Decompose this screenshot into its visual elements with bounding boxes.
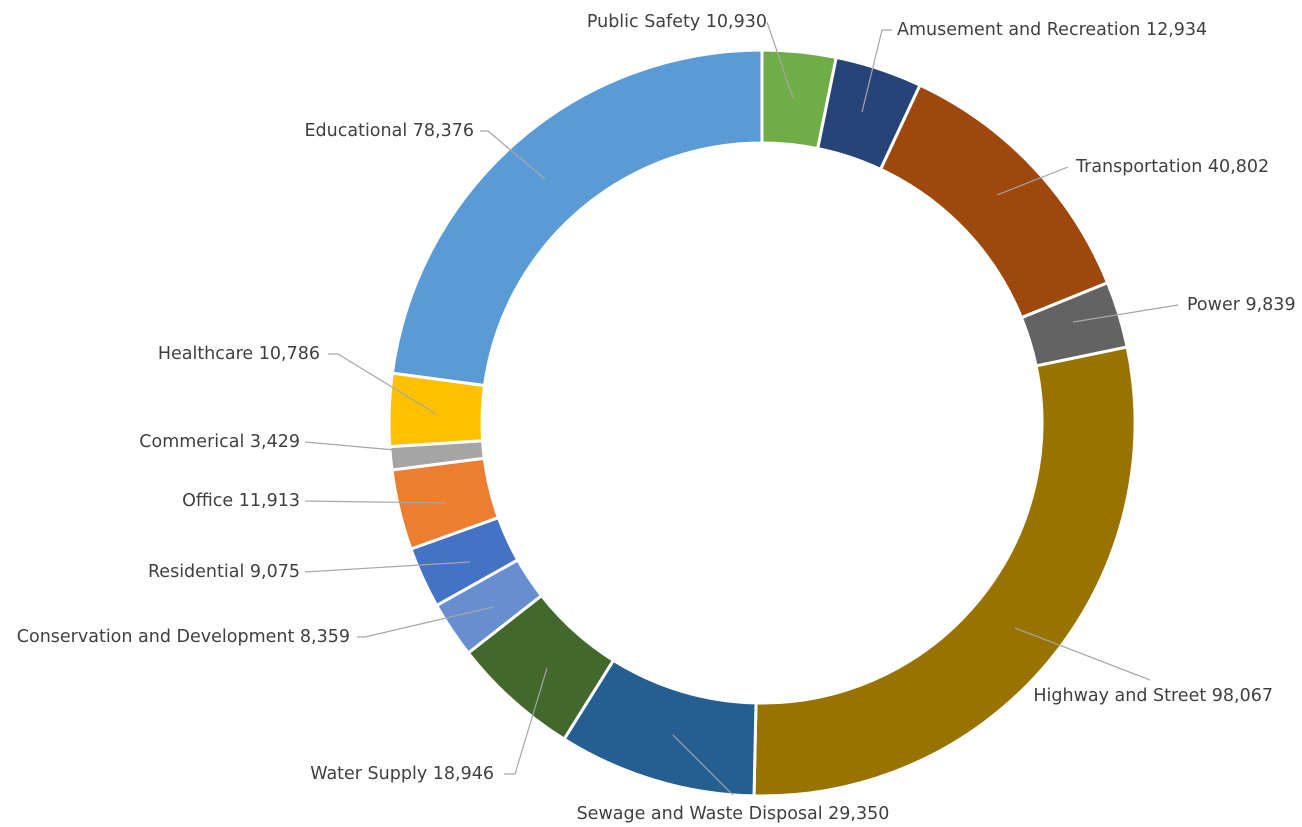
leader-line-healthcare (328, 353, 437, 415)
data-label-water-supply: Water Supply 18,946 (310, 764, 494, 784)
leader-line-commerical (304, 441, 441, 455)
data-label-commerical: Commerical 3,429 (139, 432, 300, 452)
leader-line-sewage-and-waste-disposal (672, 734, 734, 796)
leader-line-educational (480, 130, 546, 180)
leader-line-conservation-and-development (357, 606, 494, 638)
leader-line-power (1072, 304, 1179, 323)
slice-highway-and-street[interactable] (752, 345, 1137, 798)
data-label-office: Office 11,913 (182, 491, 300, 511)
leader-line-office (304, 500, 447, 504)
data-labels: Public Safety 10,930 Amusement and Recrea… (17, 12, 1296, 824)
data-label-residential: Residential 9,075 (148, 562, 300, 582)
leader-line-public-safety (766, 21, 794, 99)
leader-line-residential (304, 561, 471, 573)
donut-slices (387, 48, 1137, 798)
data-label-conservation-and-development: Conservation and Development 8,359 (17, 627, 350, 647)
data-label-highway-and-street: Highway and Street 98,067 (1033, 686, 1273, 706)
data-label-power: Power 9,839 (1187, 295, 1296, 315)
slice-transportation[interactable] (878, 83, 1110, 320)
leader-line-transportation (996, 166, 1069, 196)
data-label-healthcare: Healthcare 10,786 (158, 344, 320, 364)
data-label-amusement-and-recreation: Amusement and Recreation 12,934 (897, 20, 1207, 40)
leader-lines (304, 21, 1179, 796)
data-label-sewage-and-waste-disposal: Sewage and Waste Disposal 29,350 (577, 804, 890, 824)
leader-line-highway-and-street (1014, 627, 1151, 681)
slice-educational[interactable] (390, 48, 764, 388)
leader-line-amusement-and-recreation (861, 29, 892, 113)
leader-line-water-supply (504, 667, 548, 775)
data-label-educational: Educational 78,376 (304, 121, 474, 141)
data-label-public-safety: Public Safety 10,930 (587, 12, 767, 32)
data-label-transportation: Transportation 40,802 (1075, 157, 1269, 177)
